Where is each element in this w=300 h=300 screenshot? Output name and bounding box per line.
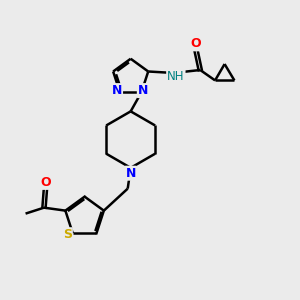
Text: O: O (40, 176, 51, 189)
Text: N: N (125, 167, 136, 180)
Text: N: N (112, 84, 122, 97)
Text: N: N (138, 84, 148, 97)
Text: S: S (63, 228, 72, 241)
Text: NH: NH (167, 70, 184, 83)
Text: O: O (190, 37, 201, 50)
